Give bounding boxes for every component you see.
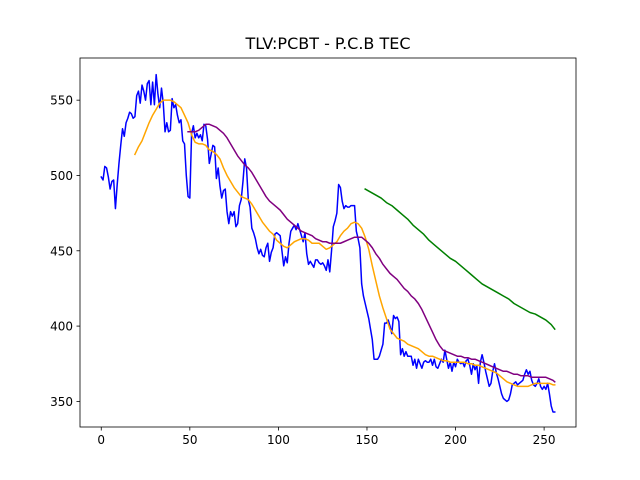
series-line-1 (100, 73, 556, 413)
y-tick-label: 450 (50, 244, 73, 258)
series-line-3 (187, 123, 556, 383)
y-tick-label: 500 (50, 169, 73, 183)
x-tick-label: 50 (182, 433, 197, 447)
x-tick-label: 250 (533, 433, 556, 447)
x-tick-label: 100 (267, 433, 290, 447)
series-layer (100, 73, 556, 413)
series-line-4 (364, 188, 556, 331)
x-tick-label: 0 (97, 433, 105, 447)
series-line-2 (133, 99, 556, 388)
y-tick-label: 350 (50, 395, 73, 409)
chart-title: TLV:PCBT - P.C.B TEC (244, 34, 410, 53)
x-tick-label: 150 (356, 433, 379, 447)
y-tick-label: 400 (50, 320, 73, 334)
y-tick-label: 550 (50, 94, 73, 108)
axes-layer: 0 50 100 150 200 250 350 400 450 500 550 (50, 57, 577, 447)
plot-frame (79, 57, 577, 428)
x-tick-label: 200 (444, 433, 467, 447)
